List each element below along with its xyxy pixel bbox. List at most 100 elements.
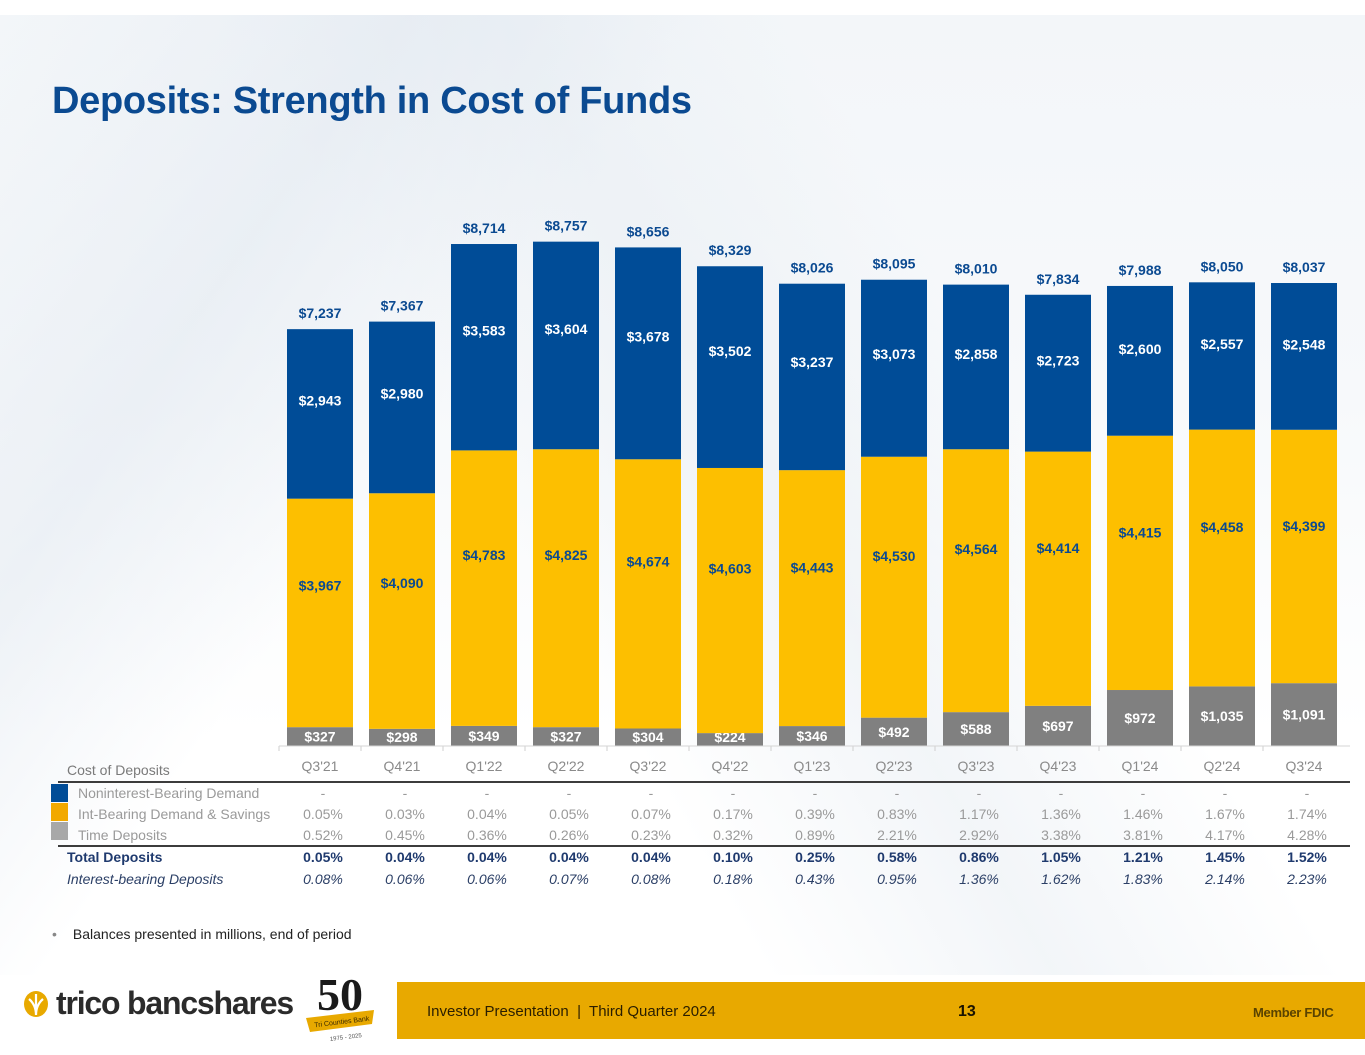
bar-total-label: $8,095 [873, 256, 916, 272]
table-cell: 0.58% [877, 849, 917, 865]
x-tick-label: Q2'24 [1204, 758, 1241, 774]
table-cell: 0.04% [467, 806, 507, 822]
table-cell: 1.36% [1041, 806, 1081, 822]
logo-text: trico bancshares [56, 985, 294, 1021]
bar-segment-time-label: $697 [1042, 718, 1073, 734]
bar-segment-time-label: $1,091 [1283, 707, 1326, 723]
table-cell: 1.67% [1205, 806, 1245, 822]
bar-segment-int-bearing-label: $4,415 [1119, 524, 1162, 540]
bar-segment-time-label: $972 [1124, 710, 1155, 726]
page-number: 13 [958, 1003, 976, 1020]
header-rule [58, 781, 1350, 783]
table-cell: 1.17% [959, 806, 999, 822]
bar-segment-int-bearing-label: $3,967 [299, 577, 342, 593]
x-tick-label: Q1'23 [794, 758, 831, 774]
bar-segment-noninterest-label: $2,943 [299, 392, 342, 408]
row-label: Noninterest-Bearing Demand [78, 785, 260, 801]
bar-segment-noninterest [451, 244, 517, 451]
bar-total-label: $8,329 [709, 242, 752, 258]
table-cell: 1.46% [1123, 806, 1163, 822]
table-cell: 0.89% [795, 827, 835, 843]
table-cell: 0.07% [549, 871, 589, 887]
x-tick-label: Q1'22 [466, 758, 503, 774]
total-rule [58, 845, 1350, 847]
anniversary-number: 50 [317, 969, 363, 1020]
table-cell: 4.28% [1287, 827, 1327, 843]
table-cell: 1.74% [1287, 806, 1327, 822]
bar-segment-noninterest-label: $3,073 [873, 346, 916, 362]
bar-segment-int-bearing-label: $4,530 [873, 548, 916, 564]
bar-segment-int-bearing [287, 498, 353, 728]
bar-segment-int-bearing-label: $4,414 [1037, 540, 1080, 556]
x-tick-label: Q3'21 [302, 758, 339, 774]
table-cell: 0.39% [795, 806, 835, 822]
x-tick-label: Q3'24 [1286, 758, 1323, 774]
table-cell: 1.83% [1123, 871, 1163, 887]
bar-segment-noninterest [287, 329, 353, 499]
bar-segment-noninterest-label: $3,502 [709, 343, 752, 359]
bar-total-label: $8,714 [463, 220, 506, 236]
table-cell: 0.08% [303, 871, 343, 887]
table-cell: 3.81% [1123, 827, 1163, 843]
bar-segment-time-label: $327 [304, 729, 335, 745]
bar-segment-time-label: $349 [468, 728, 499, 744]
table-cell: 0.05% [303, 806, 343, 822]
x-tick-label: Q4'23 [1040, 758, 1077, 774]
bar-segment-noninterest [697, 266, 763, 468]
table-cell: 0.04% [549, 849, 589, 865]
bar-total-label: $8,037 [1283, 259, 1326, 275]
bar-segment-int-bearing [369, 493, 435, 729]
legend-swatch-time [51, 822, 68, 840]
bar-segment-int-bearing [697, 467, 763, 734]
table-cell: 0.10% [713, 849, 753, 865]
table-cell: - [1140, 785, 1146, 801]
table-cell: 0.03% [385, 806, 425, 822]
table-cell: 0.05% [549, 806, 589, 822]
bar-segment-noninterest [1107, 285, 1173, 436]
table-header-label: Cost of Deposits [67, 762, 170, 778]
bar-segment-time [943, 712, 1009, 746]
bar-segment-int-bearing [861, 456, 927, 718]
bar-segment-noninterest-label: $2,548 [1283, 337, 1326, 353]
bar-total-label: $8,010 [955, 261, 998, 277]
table-cell: 0.43% [795, 871, 835, 887]
table-cell: - [648, 785, 654, 801]
bar-segment-time [779, 726, 845, 746]
footer-bar [397, 982, 1365, 1039]
bar-segment-time [451, 725, 517, 746]
row-label: Time Deposits [78, 827, 167, 843]
bar-total-label: $7,237 [299, 305, 342, 321]
wheat-icon [24, 990, 48, 1017]
table-cell: 2.21% [877, 827, 917, 843]
table-row-noninterest: Noninterest-Bearing Demand - - - - - - - - - - - - - [50, 785, 1350, 805]
bar-total-label: $8,656 [627, 223, 670, 239]
bar-segment-time-label: $304 [632, 729, 663, 745]
bar-segment-int-bearing [533, 449, 599, 728]
table-cell: - [402, 785, 408, 801]
bar-segment-int-bearing-label: $4,783 [463, 547, 506, 563]
bar-segment-time-label: $588 [960, 721, 991, 737]
bar-segment-int-bearing [451, 450, 517, 726]
anniversary-years: 1975 - 2025 [330, 1033, 363, 1043]
footer-presentation-label: Investor Presentation | Third Quarter 20… [427, 1003, 716, 1020]
bar-segment-int-bearing [1107, 435, 1173, 691]
bar-segment-time [697, 733, 763, 746]
bar-segment-time [861, 717, 927, 746]
anniversary-badge-icon: 50 Tri Counties Bank 1975 - 2025 [306, 969, 374, 1043]
table-cell: 0.95% [877, 871, 917, 887]
table-cell: - [976, 785, 982, 801]
bar-segment-time [615, 728, 681, 746]
table-cell: 0.04% [631, 849, 671, 865]
bar-segment-time-label: $1,035 [1201, 708, 1244, 724]
table-cell: 0.86% [959, 849, 999, 865]
bar-segment-noninterest [779, 283, 845, 471]
table-cell: 1.52% [1287, 849, 1327, 865]
bar-total-label: $8,757 [545, 218, 588, 234]
bar-segment-noninterest-label: $3,583 [463, 323, 506, 339]
member-fdic: Member FDIC [1253, 1005, 1334, 1020]
bar-segment-noninterest [369, 321, 435, 494]
bar-segment-noninterest-label: $3,604 [545, 321, 588, 337]
bar-segment-noninterest [533, 241, 599, 450]
x-tick-label: Q3'22 [630, 758, 667, 774]
table-cell: - [1222, 785, 1228, 801]
